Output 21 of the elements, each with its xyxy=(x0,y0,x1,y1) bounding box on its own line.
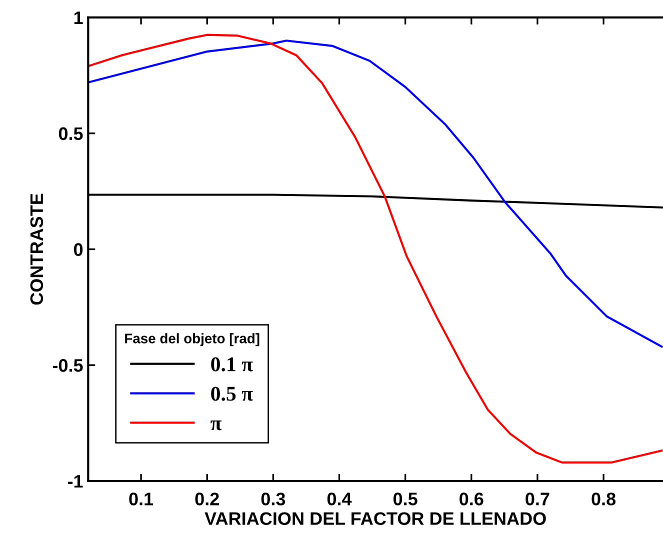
x-tick-label: 0.2 xyxy=(195,492,219,506)
line-series xyxy=(88,34,663,464)
y-tick-label: -0.5 xyxy=(52,359,83,372)
y-tick-label: 0 xyxy=(74,243,83,256)
y-tick-label: 1 xyxy=(74,12,83,24)
y-tick-label: -1 xyxy=(68,475,83,488)
legend-title: Fase del objeto [rad] xyxy=(125,333,260,346)
legend-label: 0.1 π xyxy=(211,357,253,372)
x-tick-label: 0.6 xyxy=(460,492,484,506)
x-tick-label: 0.4 xyxy=(327,492,352,506)
x-tick-label: 0.7 xyxy=(526,492,550,506)
x-tick-label: 0.8 xyxy=(592,492,616,506)
y-tick-label: 0.5 xyxy=(58,127,83,140)
x-axis-title: VARIACION DEL FACTOR DE LLENADO xyxy=(204,512,546,525)
legend-label: π xyxy=(210,420,222,430)
line-series xyxy=(88,40,663,348)
x-tick-label: 0.5 xyxy=(393,492,418,506)
legend-label: 0.5 π xyxy=(211,386,253,401)
y-axis-title: CONTRASTE xyxy=(30,194,44,305)
x-tick-label: 0.1 xyxy=(129,492,154,506)
x-tick-label: 0.3 xyxy=(261,492,286,506)
